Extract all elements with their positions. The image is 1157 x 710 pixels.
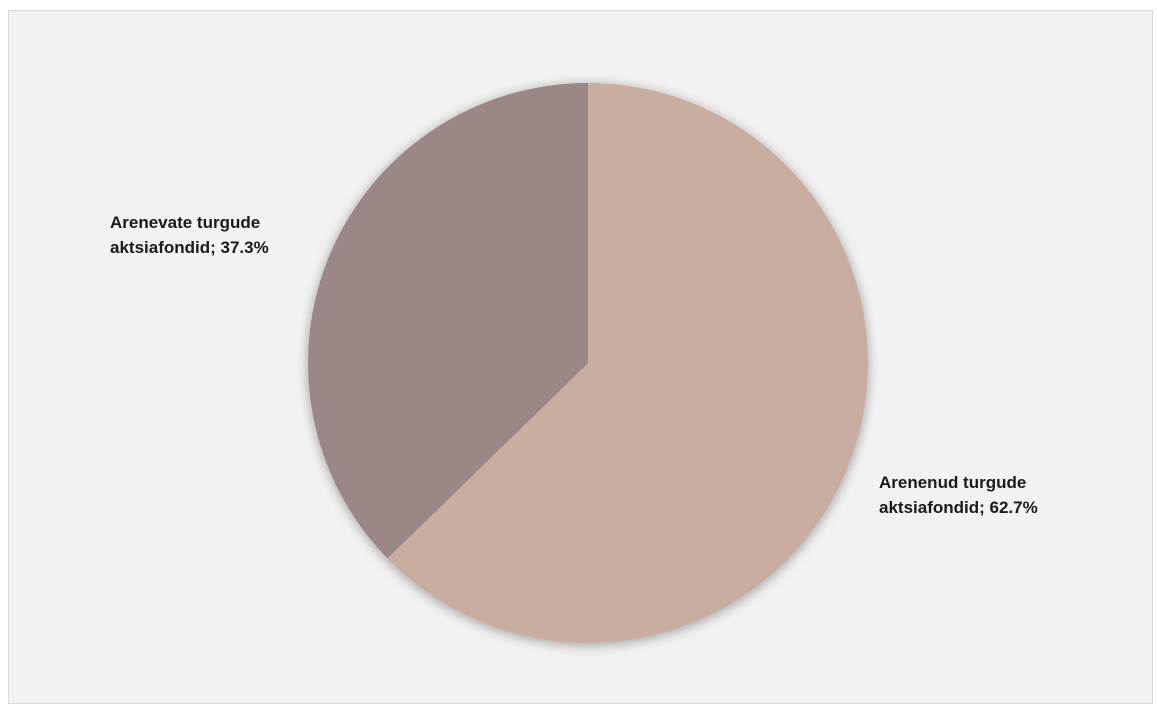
pie-slices xyxy=(307,83,868,644)
pie-chart: Arenenud turgude aktsiafondid; 62.7% Are… xyxy=(110,83,1038,644)
slice-label-emerging: Arenevate turgude aktsiafondid; 37.3% xyxy=(110,213,269,257)
pie-slice-emerging xyxy=(307,83,588,559)
chart-area: Arenenud turgude aktsiafondid; 62.7% Are… xyxy=(8,10,1153,704)
pie-slice-developed xyxy=(387,83,868,644)
slice-label-developed: Arenenud turgude aktsiafondid; 62.7% xyxy=(879,473,1038,517)
